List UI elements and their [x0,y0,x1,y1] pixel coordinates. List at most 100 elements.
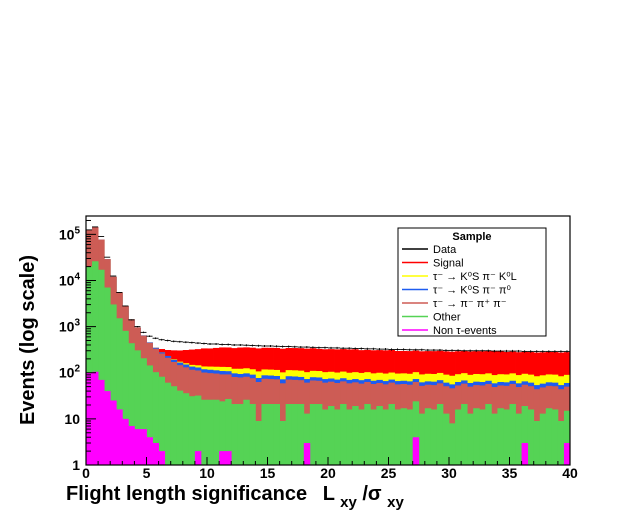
bar-other-41 [334,409,341,465]
legend-label-5: Other [433,312,461,324]
bar-other-67 [491,413,498,465]
data-point-31 [273,345,280,348]
legend-entry-5: Other [402,312,461,324]
legend-label-2: τ⁻ → K⁰S π⁻ K⁰L [433,271,517,283]
data-point-38 [315,346,322,349]
data-point-24 [231,343,238,346]
data-point-67 [491,349,498,353]
data-point-13 [164,339,171,342]
data-point-11 [152,337,159,340]
legend-label-3: τ⁻ → K⁰S π⁻ π⁰ [433,285,511,297]
bar-other-56 [424,408,432,465]
data-point-54 [412,348,419,351]
x-axis-title-main: Flight length significance [66,483,307,505]
bar-non-events-9 [140,429,147,465]
bar-other-57 [430,409,438,465]
bar-other-4 [110,304,117,465]
bar-other-2 [98,269,105,465]
y-tick-label-100: 102 [59,364,81,381]
data-point-10 [146,335,153,338]
bar-other-47 [370,409,377,465]
bar-non-events-22 [219,451,226,465]
bar-other-34 [291,404,299,465]
data-point-47 [370,347,377,350]
data-point-74 [533,350,540,353]
data-point-33 [285,345,292,348]
x-tick-label-10: 10 [199,465,215,481]
bar-other-49 [382,409,389,465]
y-tick-label-10: 10 [64,411,80,427]
bar-other-44 [352,406,359,465]
bar-non-events-4 [110,400,117,465]
bar-other-29 [261,404,268,465]
data-point-14 [170,340,177,343]
bar-non-events-8 [134,429,141,465]
bar-other-58 [436,404,444,465]
data-point-60 [449,349,456,352]
data-point-72 [521,350,528,353]
bar-other-12 [158,376,166,465]
data-point-22 [219,343,226,346]
data-point-26 [243,344,250,347]
bar-non-events-5 [116,409,123,465]
x-tick-label-40: 40 [562,465,578,481]
bar-other-65 [479,409,486,465]
bar-other-32 [279,420,287,465]
data-point-29 [261,344,268,348]
tick-labels: 0 5 10 15 20 25 30 35 40 1 10 102 103 104 105 [59,225,578,481]
data-point-68 [497,349,504,353]
data-point-76 [545,350,552,353]
data-point-59 [442,349,449,352]
bar-non-events-23 [225,451,232,465]
data-point-5 [116,292,123,293]
data-point-28 [255,344,262,347]
bar-non-events-18 [194,451,202,465]
bar-other-36 [303,413,311,465]
bar-other-63 [467,413,474,465]
data-point-34 [291,345,298,348]
bar-other-59 [442,413,450,465]
data-point-27 [249,344,256,347]
bar-other-60 [449,423,456,465]
bar-other-35 [297,404,305,465]
data-point-58 [436,348,443,352]
x-axis-title-L: L [323,483,335,505]
data-point-15 [176,340,183,343]
x-axis-title-sub1: xy [340,494,357,511]
legend-label-0: Data [433,244,457,256]
legend-label-4: τ⁻ → π⁻ π⁺ π⁻ [433,298,507,310]
bar-other-5 [116,318,123,465]
legend-entry-6: Non τ-events [402,325,497,337]
x-tick-label-20: 20 [320,465,336,481]
bar-non-events-7 [128,426,135,465]
bar-other-21 [213,399,220,465]
bar-other-42 [340,404,347,465]
data-point-17 [188,341,195,344]
bar-non-events-2 [98,379,105,465]
bar-other-75 [539,413,547,465]
bar-other-7 [128,343,135,465]
x-tick-label-15: 15 [260,465,276,481]
bar-non-events-3 [104,391,111,465]
bar-other-54 [412,401,420,465]
bar-other-26 [243,399,250,465]
bar-other-53 [406,409,414,465]
x-axis-title: Flight length significance L xy /σ xy [66,483,405,512]
bar-other-48 [376,406,383,465]
bar-other-62 [461,404,468,465]
data-point-45 [358,347,365,350]
data-point-73 [527,350,534,353]
bar-other-52 [400,408,408,465]
bar-non-events-54 [412,437,420,465]
data-point-19 [200,342,207,345]
bar-other-18 [194,395,202,465]
data-point-44 [352,347,359,350]
data-point-12 [158,338,165,341]
bar-non-events-6 [122,418,129,465]
data-point-46 [364,347,371,350]
bar-other-17 [188,396,196,465]
data-point-57 [430,348,437,352]
bar-other-73 [527,409,535,465]
bar-other-51 [394,409,401,465]
